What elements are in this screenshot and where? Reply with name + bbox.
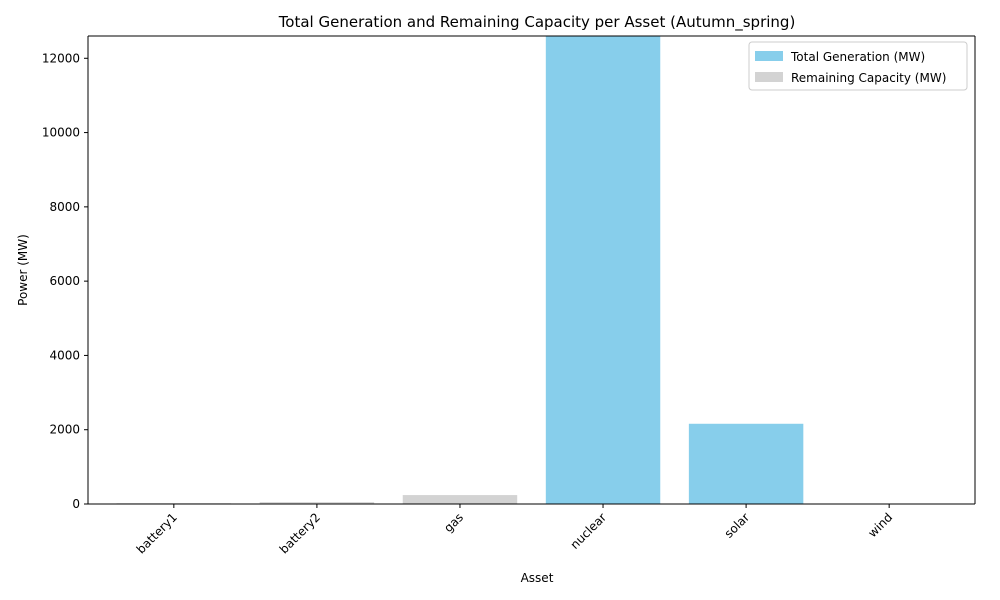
y-tick-label: 2000 [49,423,80,437]
y-tick-label: 8000 [49,200,80,214]
y-tick-label: 10000 [42,126,80,140]
y-tick-label: 12000 [42,51,80,65]
legend-label-0: Total Generation (MW) [790,50,925,64]
x-axis-label: Asset [521,571,554,585]
y-tick-label: 0 [72,497,80,511]
y-axis-label: Power (MW) [16,234,30,306]
bar-battery2-series-1 [259,502,375,504]
legend-label-1: Remaining Capacity (MW) [791,71,946,85]
y-tick-label: 6000 [49,274,80,288]
legend-swatch-1 [755,72,783,82]
legend-swatch-0 [755,51,783,61]
bars-layer [116,36,804,505]
legend-box [748,41,968,91]
bar-gas-series-1 [402,495,518,504]
legend: Total Generation (MW) Remaining Capacity … [748,41,968,91]
y-tick-label: 4000 [49,348,80,362]
bar-solar-series-0 [688,423,804,504]
chart-title: Total Generation and Remaining Capacity … [278,13,796,32]
bar-nuclear-series-0 [545,36,661,504]
